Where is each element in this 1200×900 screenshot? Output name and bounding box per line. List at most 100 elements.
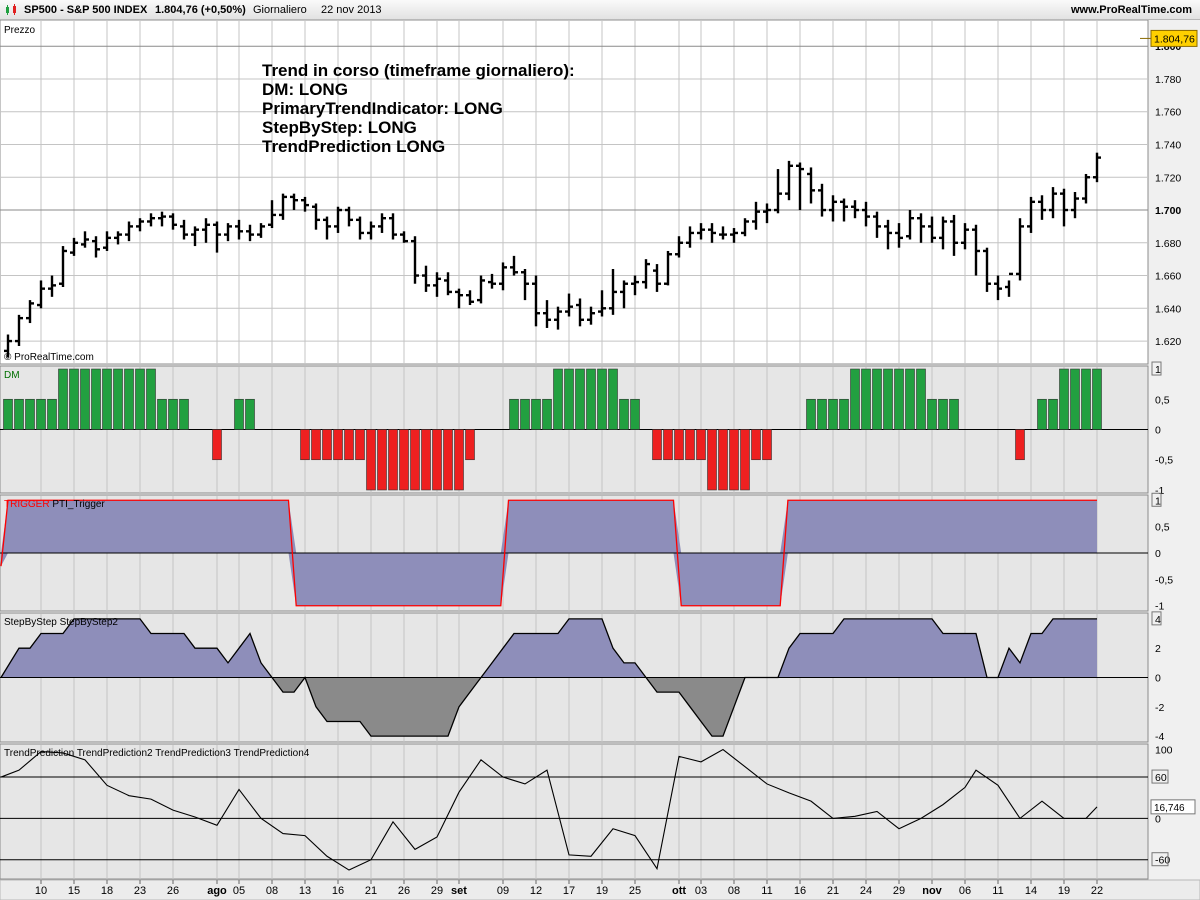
price-bar [785, 160, 793, 201]
price-bar [631, 275, 639, 296]
dm-panel-title: DM [4, 370, 20, 381]
price-bar [400, 231, 408, 243]
chart-header: SP500 - S&P 500 INDEX 1.804,76 (+0,50%) … [0, 0, 1200, 20]
price-bar [818, 183, 826, 217]
price-bar [862, 201, 870, 227]
price-bar [620, 280, 628, 309]
price-bar [653, 264, 661, 292]
y-tick-label-2-0: 1 [1155, 495, 1161, 507]
y-tick-label-1-2: 0 [1155, 425, 1161, 437]
dm-bar [762, 429, 772, 461]
dm-bar [828, 398, 838, 430]
price-bar [191, 226, 199, 247]
x-tick-label-9: 16 [332, 885, 344, 897]
price-bar [290, 193, 298, 211]
price-bar [257, 223, 265, 238]
price-bar [246, 224, 254, 242]
dm-bar [938, 398, 948, 430]
price-bar [1082, 173, 1090, 204]
trendprediction-panel[interactable] [0, 743, 1149, 880]
y-tick-label-1-4: -1 [1155, 485, 1164, 497]
price-bar [1005, 272, 1013, 297]
annotation-line-5: TrendPrediction LONG [262, 137, 445, 156]
dm-bar [575, 368, 585, 430]
price-bar [125, 221, 133, 242]
price-bar [235, 219, 243, 240]
price-bar [1093, 152, 1101, 183]
x-tick-label-13: set [451, 885, 467, 897]
site-link[interactable]: www.ProRealTime.com [1070, 4, 1192, 16]
price-bar [169, 213, 177, 230]
y-tick-label-0-6: 1.740 [1155, 139, 1181, 151]
x-tick-label-19: ott [672, 885, 686, 897]
x-tick-label-5: ago [207, 885, 227, 897]
trendprediction-last-marker: 16,746 [1150, 799, 1196, 815]
x-axis-area [0, 879, 1200, 900]
price-bar [1049, 187, 1057, 219]
price-bar [807, 167, 815, 204]
price-bar [851, 200, 859, 219]
dm-bar [509, 398, 519, 430]
y-tick-label-3-0: 4 [1155, 614, 1161, 626]
y-tick-label-0-3: 1.680 [1155, 238, 1181, 250]
price-bar [752, 201, 760, 230]
trendprediction-line [0, 748, 1148, 871]
y-tick-label-0-2: 1.660 [1155, 271, 1181, 283]
dm-bar [850, 368, 860, 430]
price-bar [719, 226, 727, 240]
x-tick-label-16: 17 [563, 885, 575, 897]
trigger-panel-title: TRIGGER PTI_Trigger [4, 499, 105, 510]
price-bar [543, 300, 551, 328]
price-bar [488, 273, 496, 289]
price-bar [279, 193, 287, 220]
price-bar [796, 162, 804, 211]
dm-bar [366, 429, 376, 491]
dm-bar [47, 398, 57, 430]
price-bar [554, 306, 562, 330]
price-bar [642, 259, 650, 289]
x-tick-label-0: 10 [35, 885, 47, 897]
dm-bar [36, 398, 46, 430]
dm-bar [751, 429, 761, 461]
timeframe-label[interactable]: Giornaliero [253, 4, 307, 16]
price-bar [675, 236, 683, 258]
dm-bar [894, 368, 904, 430]
price-bar [609, 268, 617, 315]
dm-bar [674, 429, 684, 461]
price-bar [884, 219, 892, 250]
price-bar [521, 268, 529, 301]
x-tick-label-21: 08 [728, 885, 740, 897]
dm-bar [861, 368, 871, 430]
price-bar [576, 298, 584, 327]
price-bar [455, 288, 463, 309]
price-bar [268, 200, 276, 229]
dm-bar [707, 429, 717, 491]
trendprediction-series [0, 748, 1098, 871]
dm-bar [355, 429, 365, 461]
price-bar [224, 223, 232, 242]
dm-bar [1015, 429, 1025, 461]
dm-bar [949, 398, 959, 430]
price-bar [499, 262, 507, 291]
price-bar [697, 223, 705, 240]
x-tick-label-31: 19 [1058, 885, 1070, 897]
x-tick-label-14: 09 [497, 885, 509, 897]
y-tick-label-3-3: -2 [1155, 702, 1164, 714]
price-bar [730, 228, 738, 243]
dm-bar [619, 398, 629, 430]
price-panel[interactable] [0, 20, 1149, 365]
price-bar [895, 223, 903, 248]
dm-bar [531, 398, 541, 430]
price-bar [917, 213, 925, 243]
price-bar [939, 216, 947, 250]
x-tick-label-3: 23 [134, 885, 146, 897]
y-tick-label-0-1: 1.640 [1155, 303, 1181, 315]
y-tick-label-0-8: 1.780 [1155, 74, 1181, 86]
price-bar [774, 169, 782, 214]
dm-bar [740, 429, 750, 491]
dm-bar [102, 368, 112, 430]
price-bar [477, 275, 485, 304]
y-tick-label-4-2: 0 [1155, 813, 1161, 825]
price-bar [763, 203, 771, 224]
trendprediction-last-label: 16,746 [1154, 803, 1185, 814]
